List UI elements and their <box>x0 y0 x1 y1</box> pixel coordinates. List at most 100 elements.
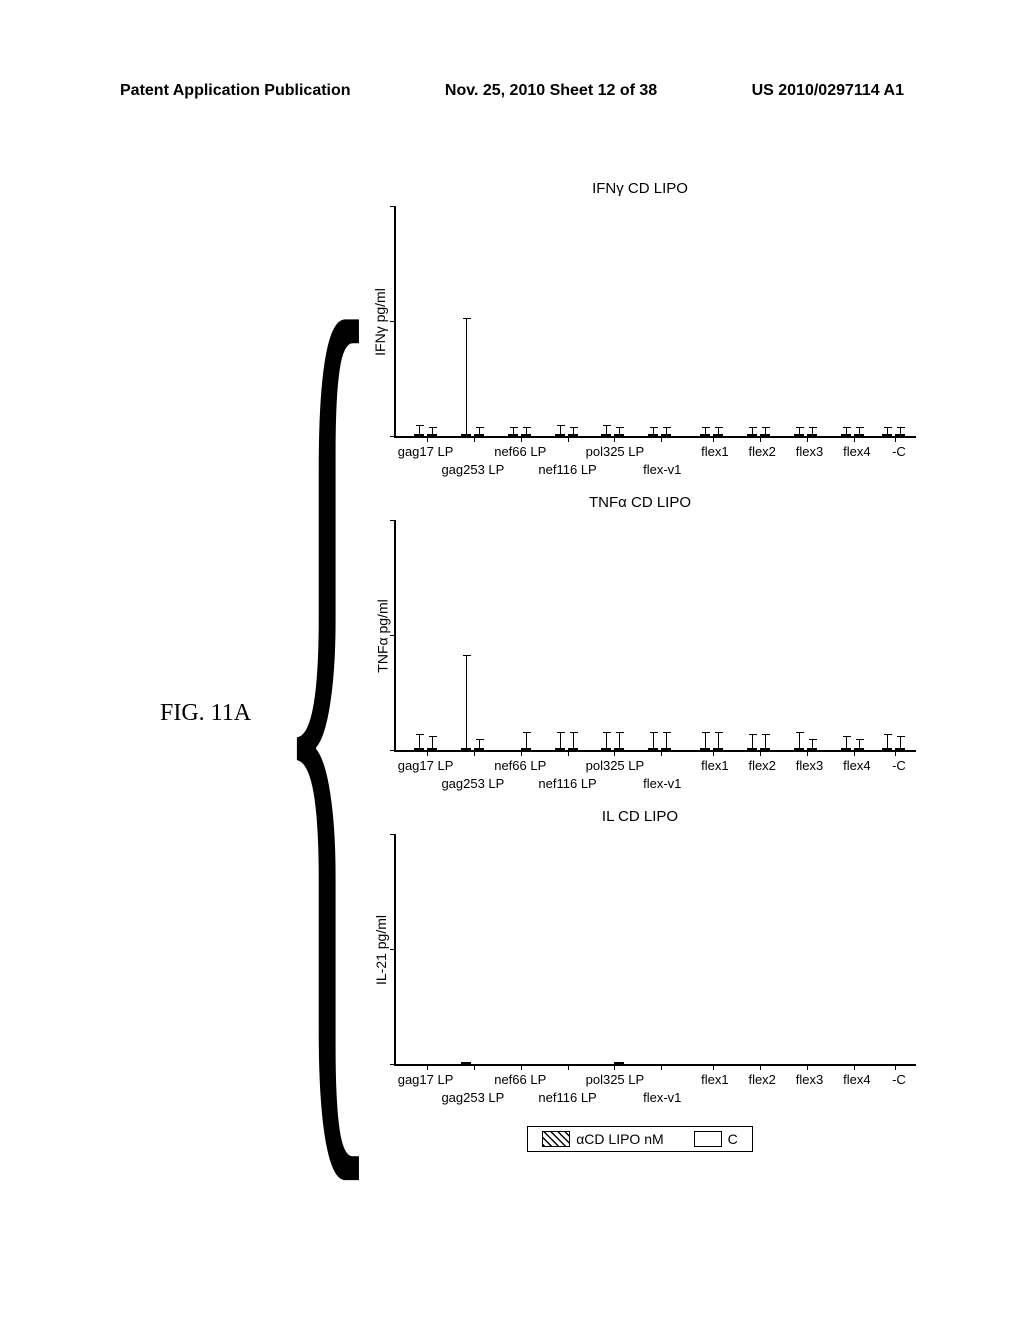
legend-swatch-open <box>694 1131 722 1147</box>
x-label: nef116 LP <box>538 462 596 477</box>
legend-item: C <box>694 1131 738 1147</box>
bar-open <box>760 748 770 750</box>
bars-row <box>396 520 916 750</box>
bar-open <box>427 434 437 436</box>
error-bar <box>799 733 800 749</box>
bar-hatched <box>882 434 892 436</box>
error-bar <box>466 319 467 435</box>
bar-hatched <box>841 434 851 436</box>
x-tick <box>427 436 428 442</box>
x-tick <box>807 1064 808 1070</box>
y-tick <box>390 436 396 437</box>
x-tick <box>474 436 475 442</box>
chart: IFNγ pg/ml <box>360 202 920 442</box>
bar-hatched <box>461 748 471 750</box>
x-label: nef66 LP <box>494 758 546 773</box>
error-bar <box>887 428 888 435</box>
error-bar <box>765 735 766 749</box>
error-bar <box>846 737 847 749</box>
error-bar <box>619 733 620 749</box>
x-label: flex-v1 <box>643 776 681 791</box>
bar-open <box>713 434 723 436</box>
bar-hatched <box>841 748 851 750</box>
bar-hatched <box>747 434 757 436</box>
chart-panel: IL CD LIPO IL-21 pg/ml gag17 LPnef66 LPpol… <box>360 808 920 1108</box>
error-bar <box>419 426 420 435</box>
x-tick <box>521 436 522 442</box>
bar-hatched <box>700 748 710 750</box>
bar-open <box>427 748 437 750</box>
error-bar <box>887 735 888 749</box>
error-bar <box>812 428 813 435</box>
bar-open <box>521 748 531 750</box>
error-bar <box>606 733 607 749</box>
error-bar <box>752 428 753 435</box>
x-label: nef66 LP <box>494 444 546 459</box>
error-bar <box>812 740 813 749</box>
error-bar <box>705 428 706 435</box>
error-bar <box>560 733 561 749</box>
bar-hatched <box>414 748 424 750</box>
header-right: US 2010/0297114 A1 <box>752 82 904 100</box>
x-tick <box>614 436 615 442</box>
x-tick <box>760 436 761 442</box>
plot-area <box>394 520 916 752</box>
error-bar <box>573 733 574 749</box>
x-tick <box>614 1064 615 1070</box>
x-tick <box>854 436 855 442</box>
y-axis-label: IL-21 pg/ml <box>373 915 389 985</box>
x-label: pol325 LP <box>586 758 645 773</box>
error-bar <box>479 740 480 749</box>
x-label: -C <box>892 444 906 459</box>
error-bar <box>432 428 433 435</box>
x-label: gag17 LP <box>398 1072 454 1087</box>
legend-label: αCD LIPO nM <box>576 1131 663 1147</box>
charts-column: IFNγ CD LIPOIFNγ pg/mlgag17 LPnef66 LPpo… <box>360 180 920 1152</box>
x-tick <box>568 1064 569 1070</box>
bar-hatched <box>414 434 424 436</box>
x-label: -C <box>892 758 906 773</box>
error-bar <box>526 733 527 749</box>
error-bar <box>765 428 766 435</box>
error-bar <box>859 428 860 435</box>
plot-area <box>394 206 916 438</box>
x-label: gag17 LP <box>398 758 454 773</box>
bar-open <box>854 748 864 750</box>
header-center: Nov. 25, 2010 Sheet 12 of 38 <box>445 82 657 100</box>
error-bar <box>479 428 480 435</box>
bars-row <box>396 834 916 1064</box>
x-label: flex2 <box>748 1072 775 1087</box>
chart-title: IL CD LIPO <box>360 808 920 826</box>
error-bar <box>859 740 860 749</box>
x-label: flex1 <box>701 444 728 459</box>
error-bar <box>560 426 561 435</box>
x-label: -C <box>892 1072 906 1087</box>
bar-hatched <box>461 1062 471 1064</box>
bar-open <box>568 748 578 750</box>
bar-open <box>614 434 624 436</box>
error-bar <box>606 426 607 435</box>
bar-hatched <box>648 748 658 750</box>
header-left: Patent Application Publication <box>120 82 351 100</box>
x-label: flex-v1 <box>643 1090 681 1105</box>
error-bar <box>718 428 719 435</box>
x-label: flex3 <box>796 758 823 773</box>
x-label: flex4 <box>843 444 870 459</box>
bar-open <box>614 748 624 750</box>
x-label: nef116 LP <box>538 776 596 791</box>
x-tick <box>713 750 714 756</box>
figure-label: FIG. 11A <box>160 700 251 727</box>
x-tick <box>427 1064 428 1070</box>
error-bar <box>705 733 706 749</box>
bar-open <box>474 434 484 436</box>
error-bar <box>900 428 901 435</box>
x-tick <box>568 436 569 442</box>
bar-open <box>661 434 671 436</box>
x-axis-labels: gag17 LPnef66 LPpol325 LPflex1flex2flex3… <box>394 1072 920 1110</box>
plot-area <box>394 834 916 1066</box>
bar-open <box>661 748 671 750</box>
legend-item: αCD LIPO nM <box>542 1131 663 1147</box>
chart: IL-21 pg/ml <box>360 830 920 1070</box>
x-axis-labels: gag17 LPnef66 LPpol325 LPflex1flex2flex3… <box>394 758 920 796</box>
x-label: flex4 <box>843 758 870 773</box>
